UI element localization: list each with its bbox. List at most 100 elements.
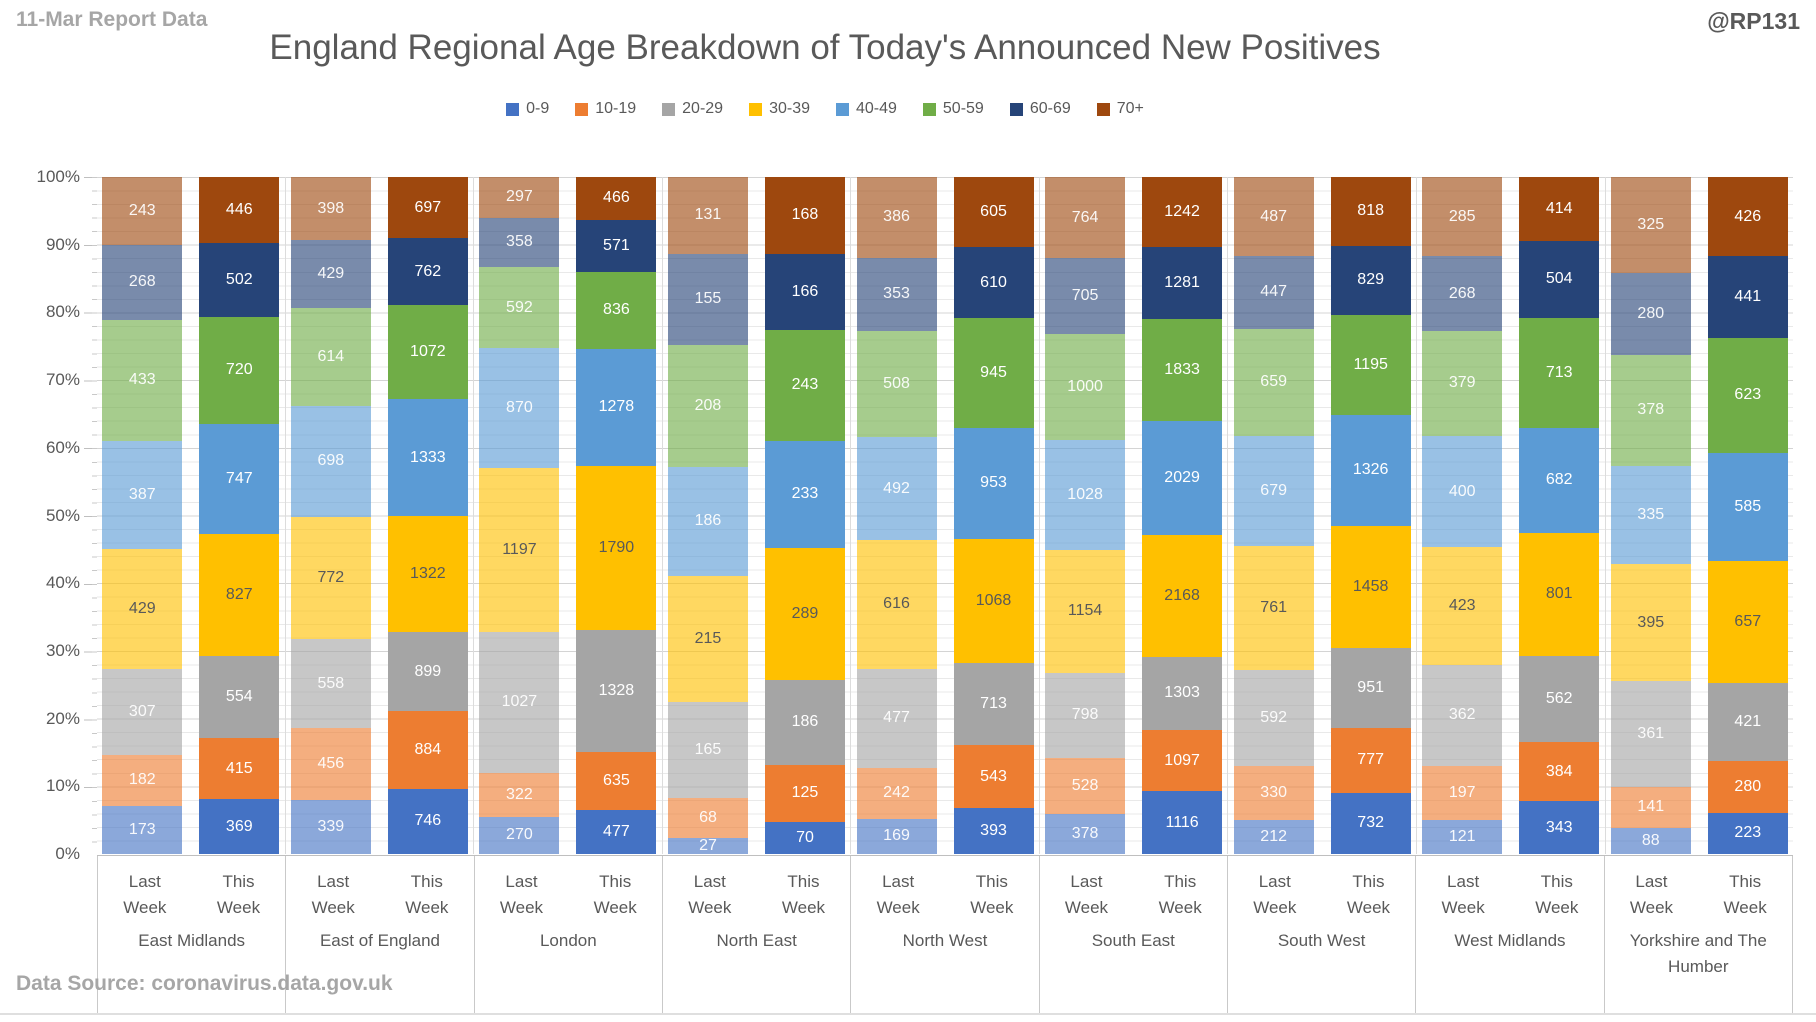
week-label-last: Last Week [311, 872, 355, 917]
bar-segment: 543 [953, 745, 1034, 809]
bar-segment: 121 [1422, 820, 1503, 854]
plot-area: 173 182 307 429 387 433 268 243 369 415 554 827 747 7… [84, 177, 1793, 855]
bar-segment-label: 610 [980, 273, 1007, 291]
bar-segment: 884 [387, 710, 468, 789]
bar-segment-label: 270 [506, 826, 533, 844]
bar-segment-label: 441 [1734, 287, 1762, 305]
bar-segment-label: 554 [225, 688, 253, 706]
region-group: 339 456 558 772 698 614 429 398 746 884 899 1322 133… [286, 177, 475, 854]
bar-segment-label: 378 [1071, 824, 1099, 842]
bar-segment-label: 433 [128, 371, 156, 389]
bar-segment: 772 [290, 516, 371, 640]
bar-segment-label: 605 [980, 203, 1007, 221]
bar-segment-label: 125 [791, 784, 819, 802]
bar-segment: 141 [1610, 786, 1691, 829]
bar-segment: 268 [1422, 256, 1503, 331]
bar-segment: 322 [479, 772, 560, 817]
region-cell: Last Week This Week North West [851, 856, 1040, 1013]
week-label-this: This Week [781, 872, 826, 917]
region-cell: Last Week This Week East of England [286, 856, 475, 1013]
bar-segment: 623 [1707, 337, 1788, 453]
bar-segment-label: 870 [506, 398, 533, 416]
week-cell-last: Last Week [663, 869, 757, 920]
bar-segment: 387 [102, 440, 183, 550]
week-cell-this: This Week [945, 869, 1039, 920]
bar-segment-label: 353 [883, 285, 910, 303]
bar-segment-label: 268 [1448, 284, 1476, 302]
bar-segment-label: 268 [128, 273, 156, 291]
bar-segment-label: 635 [603, 772, 630, 790]
bar-segment: 502 [199, 242, 280, 318]
report-date-label: 11-Mar Report Data [16, 8, 208, 31]
week-label-last: Last Week [1253, 872, 1297, 917]
bar-segment: 456 [290, 727, 371, 801]
bar-segment-label: 387 [128, 485, 156, 503]
bar-segment: 1242 [1142, 177, 1223, 247]
bar-segment-label: 1333 [410, 448, 446, 466]
bar-segment: 297 [479, 177, 560, 218]
y-axis-tick-label: 100% [36, 167, 80, 186]
bar-segment-label: 197 [1448, 783, 1476, 801]
bar-segment-label: 141 [1637, 798, 1665, 816]
week-cell-this: This Week [192, 869, 286, 920]
legend-item: 50-59 [922, 100, 984, 118]
week-label-row: Last Week This Week [663, 856, 850, 920]
bar-segment-label: 713 [1545, 364, 1573, 381]
bar-segment-label: 829 [1357, 271, 1384, 289]
legend-label: 10-19 [595, 100, 637, 117]
bar-segment-label: 528 [1071, 776, 1099, 794]
bar-segment-label: 335 [1637, 506, 1665, 524]
bar-segment: 212 [1233, 819, 1314, 854]
bar-segment: 829 [1330, 245, 1411, 315]
region-name-label: North West [902, 931, 988, 950]
bar-last-week: 88 141 361 395 335 378 280 325 [1610, 177, 1691, 854]
bar-segment: 951 [1330, 648, 1411, 728]
week-label-this: This Week [1158, 872, 1202, 917]
week-label-last: Last Week [1441, 872, 1485, 917]
region-name-label: Yorkshire and The Humber [1629, 931, 1767, 976]
legend-item: 10-19 [575, 100, 636, 118]
y-axis-tick-label: 90% [45, 234, 80, 254]
bar-segment-label: 233 [791, 485, 819, 503]
legend-item: 40-49 [835, 100, 897, 118]
week-label-this: This Week [1346, 872, 1391, 917]
bar-segment: 398 [290, 177, 371, 241]
bar-segment: 746 [387, 788, 468, 854]
bar-segment: 1322 [387, 516, 468, 633]
week-label-last: Last Week [499, 872, 544, 917]
bar-segment-label: 297 [506, 188, 533, 206]
chart-bottom-border [0, 1013, 1816, 1015]
bar-segment: 1195 [1330, 314, 1411, 415]
bar-segment: 378 [1045, 813, 1126, 854]
bar-segment: 487 [1233, 177, 1314, 257]
bar-segment-label: 1097 [1164, 751, 1200, 769]
bar-segment: 1790 [576, 466, 657, 631]
bar-segment-label: 121 [1448, 828, 1476, 846]
bar-segment-label: 1281 [1164, 273, 1200, 291]
bar-segment-label: 398 [317, 199, 345, 217]
bar-segment: 414 [1519, 177, 1600, 241]
bar-segment-label: 697 [414, 198, 442, 216]
legend-item: 60-69 [1009, 100, 1071, 118]
bar-segment-label: 492 [883, 479, 910, 497]
bar-this-week: 70 125 186 289 233 243 166 168 [764, 177, 845, 854]
region-name-label: East of England [319, 931, 440, 950]
bar-segment-label: 173 [128, 820, 156, 838]
bar-segment: 827 [199, 534, 280, 657]
bar-segment: 705 [1045, 258, 1126, 334]
legend-swatch-icon [575, 102, 589, 116]
bar-segment-label: 456 [317, 754, 345, 772]
bar-segment: 899 [387, 632, 468, 711]
bar-segment-label: 1326 [1352, 461, 1389, 479]
bar-segment-label: 772 [317, 568, 345, 586]
bar-segment: 713 [1519, 318, 1600, 428]
bar-segment-label: 27 [699, 837, 717, 855]
bar-segment: 289 [764, 547, 845, 680]
region-cell: Last Week This Week North East [663, 856, 852, 1013]
bar-segment: 429 [102, 549, 183, 669]
y-axis-tick-label: 80% [45, 302, 80, 322]
bar-segment: 1116 [1142, 791, 1223, 854]
bar-segment-label: 386 [883, 208, 910, 226]
bar-segment-label: 242 [883, 784, 910, 802]
